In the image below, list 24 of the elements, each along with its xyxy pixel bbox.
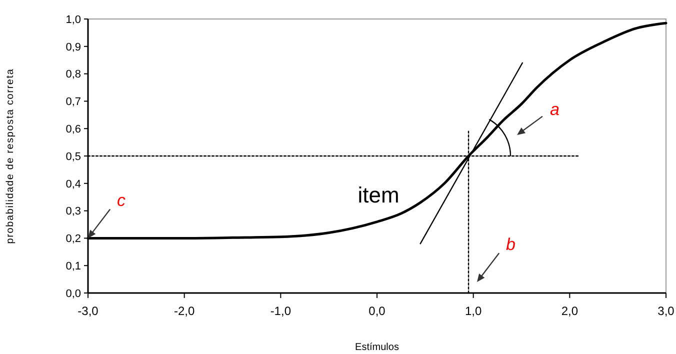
y-tick-label: 0,3 <box>66 206 81 218</box>
y-tick-label: 0,1 <box>66 260 81 272</box>
annotation: a <box>550 100 560 119</box>
x-axis-title: Estímulos <box>355 342 399 353</box>
y-tick-label: 0,4 <box>66 178 81 190</box>
y-axis-title: probabilidade de resposta correta <box>5 68 16 244</box>
x-tick-label: -1,0 <box>270 304 292 318</box>
x-tick-label: 0,0 <box>368 304 386 318</box>
y-tick-label: 0,6 <box>66 123 81 136</box>
y-tick-label: 0,7 <box>66 96 81 108</box>
x-tick-label: 1,0 <box>464 304 482 318</box>
x-tick-label: -3,0 <box>78 304 99 318</box>
y-tick-label: 0,2 <box>66 233 81 246</box>
x-tick-label: -2,0 <box>174 304 195 318</box>
y-tick-label: 1,0 <box>66 14 81 26</box>
y-tick-label: 0,5 <box>66 150 81 163</box>
x-tick-label: 2,0 <box>561 304 578 318</box>
annotation: b <box>506 235 516 254</box>
annotation: c <box>117 191 126 210</box>
x-tick-label: 3,0 <box>658 304 675 318</box>
y-tick-label: 0,9 <box>66 41 81 54</box>
y-tick-label: 0,0 <box>66 288 81 300</box>
annotation: item <box>358 182 400 208</box>
y-tick-label: 0,8 <box>66 68 81 81</box>
